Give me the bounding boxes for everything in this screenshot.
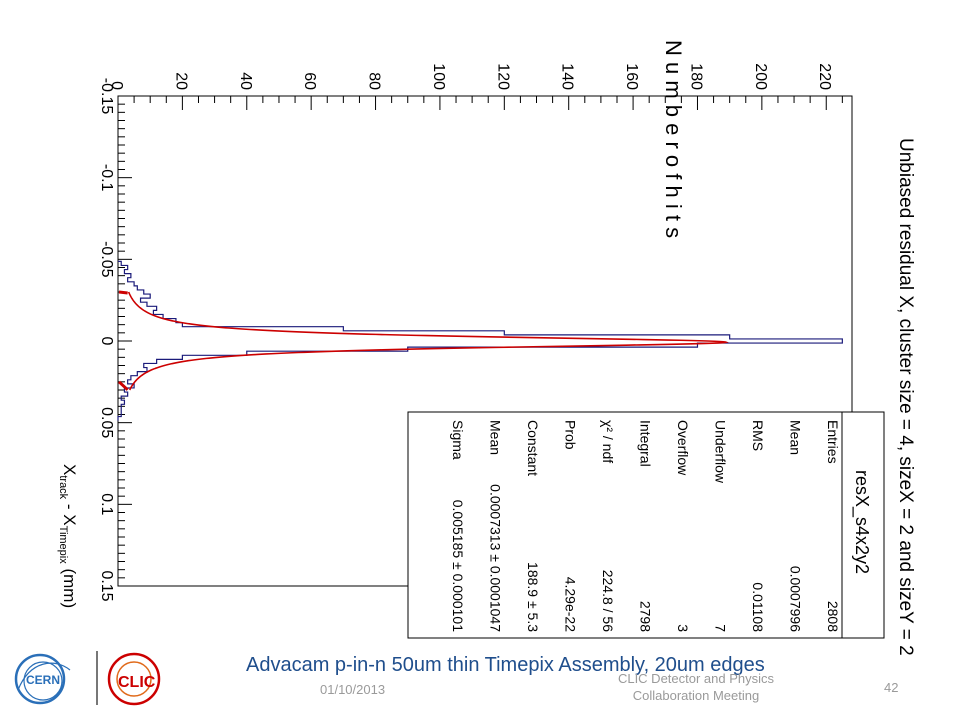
x-tick-label: 0 (98, 337, 115, 346)
stats-box: resX_s4x2y2 Entries 2808 Mean 0.0007996 RMS 0.… (407, 411, 885, 639)
clic-logo: CLIC (96, 647, 162, 716)
stats-row-value: 2798 (638, 601, 654, 632)
x-tick-label: -0.05 (98, 241, 115, 278)
y-tick-label: 60 (301, 72, 318, 90)
stats-row-value: 0.0007996 (788, 566, 804, 632)
x-axis-ticks: -0.15 -0.1 -0.05 0 0.05 0.1 0.15 (98, 78, 132, 602)
stats-box-frame (407, 411, 885, 639)
cern-logo-icon: CERN (14, 653, 71, 705)
footer-conference-line1: CLIC Detector and Physics (617, 671, 775, 686)
footer-conference: CLIC Detector and Physics Collaboration … (596, 670, 796, 704)
stats-row-label: Constant (525, 420, 541, 476)
y-tick-label: 40 (237, 72, 254, 90)
stats-row-value: 7 (713, 624, 729, 632)
y-tick-label: 160 (623, 63, 640, 90)
x-tick-label: 0.05 (98, 407, 115, 438)
footer-page-number: 42 (884, 680, 899, 695)
clic-logo-text: CLIC (118, 674, 156, 691)
fit-start-marker (118, 290, 128, 295)
footer-conference-line2: Collaboration Meeting (632, 688, 760, 703)
stats-row-value: 0.01108 (750, 582, 766, 632)
stats-row-value: 188.9 ± 5.3 (525, 562, 541, 632)
stats-row-label: RMS (750, 420, 766, 451)
y-tick-label: 140 (559, 63, 576, 90)
stats-box-title: resX_s4x2y2 (851, 470, 872, 574)
stats-row-value: 2808 (825, 601, 841, 632)
x-tick-label: -0.1 (98, 164, 115, 192)
stats-row-label: Entries (825, 420, 841, 464)
clic-logo-icon: CLIC (96, 651, 161, 706)
cern-logo: CERN (10, 650, 74, 713)
y-axis-ticks: 0 20 40 60 80 100 120 140 160 180 200 220 (108, 63, 843, 110)
stats-row-value: 0.0007313 ± 0.0001047 (488, 484, 504, 632)
y-axis-title: N u m b e r o f h i t s (661, 40, 686, 238)
y-tick-label: 20 (172, 72, 189, 90)
stats-row-value: 224.8 / 56 (600, 570, 616, 632)
stats-row-label: χ² / ndf (600, 420, 616, 463)
fit-end-marker (117, 380, 129, 391)
stats-row-label: Overflow (675, 420, 691, 476)
footer-date: 01/10/2013 (320, 682, 386, 697)
stats-row-label: Prob (563, 420, 579, 450)
stats-row-label: Underflow (713, 420, 729, 484)
stats-row-label: Mean (788, 420, 804, 455)
x-tick-label: 0.15 (98, 570, 115, 601)
y-tick-label: 80 (366, 72, 383, 90)
y-tick-label: 120 (494, 63, 511, 90)
y-tick-label: 100 (430, 63, 447, 90)
fit-curve (127, 291, 729, 391)
stats-row-value: 0.005185 ± 0.000101 (450, 500, 466, 632)
stats-row-label: Integral (638, 420, 654, 467)
x-tick-label: -0.15 (98, 78, 115, 115)
y-tick-label: 0 (108, 81, 125, 90)
slide-subtitle: Advacam p-in-n 50um thin Timepix Assembl… (246, 654, 765, 676)
stats-row-label: Sigma (450, 420, 466, 460)
stats-row-value: 4.29e-22 (563, 577, 579, 632)
cern-logo-text: CERN (26, 673, 60, 687)
stats-row-label: Mean (488, 420, 504, 455)
y-tick-label: 180 (687, 63, 704, 90)
y-tick-label: 220 (816, 63, 833, 90)
histogram-series (117, 260, 843, 421)
y-tick-label: 200 (752, 63, 769, 90)
chart-title: Unbiased residual X, cluster size = 4, s… (895, 138, 916, 656)
x-axis-title: Xtrack - XTimepix (mm) (57, 464, 79, 608)
stats-row-value: 3 (675, 624, 691, 632)
x-tick-label: 0.1 (98, 493, 115, 515)
